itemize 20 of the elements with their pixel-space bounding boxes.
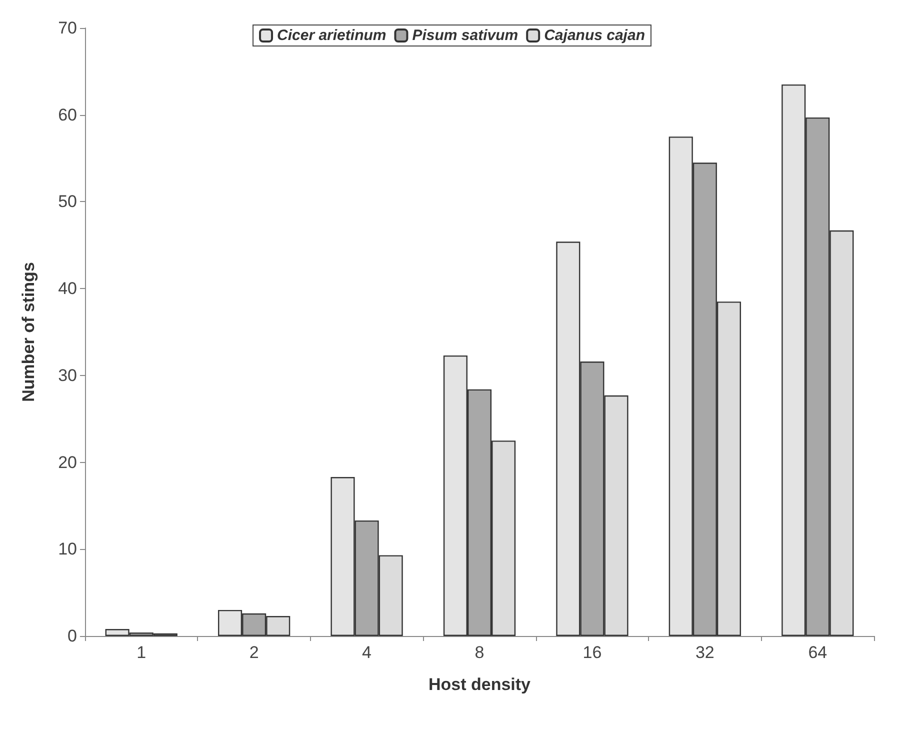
y-tick-label: 70 [58,18,77,38]
y-tick-label: 0 [68,626,77,646]
y-tick-label: 10 [58,540,77,559]
y-tick-label: 20 [58,452,77,472]
x-tick-label: 2 [249,643,259,662]
legend-label: Pisum sativum [412,27,518,44]
x-tick-label: 4 [362,643,372,662]
x-tick-label: 1 [136,643,146,662]
x-tick-label: 64 [808,643,828,662]
x-tick-label: 16 [582,643,602,662]
y-tick-label: 40 [58,279,77,298]
legend-label: Cajanus cajan [544,27,645,44]
x-tick-label: 8 [474,643,484,662]
legend-label: Cicer arietinum [277,27,386,44]
y-tick-label: 50 [58,192,77,212]
y-tick-label: 30 [58,366,77,385]
x-axis-title: Host density [428,675,532,694]
x-tick-label: 32 [695,643,714,662]
y-tick-label: 60 [58,105,77,124]
y-axis-title: Number of stings [19,262,38,402]
